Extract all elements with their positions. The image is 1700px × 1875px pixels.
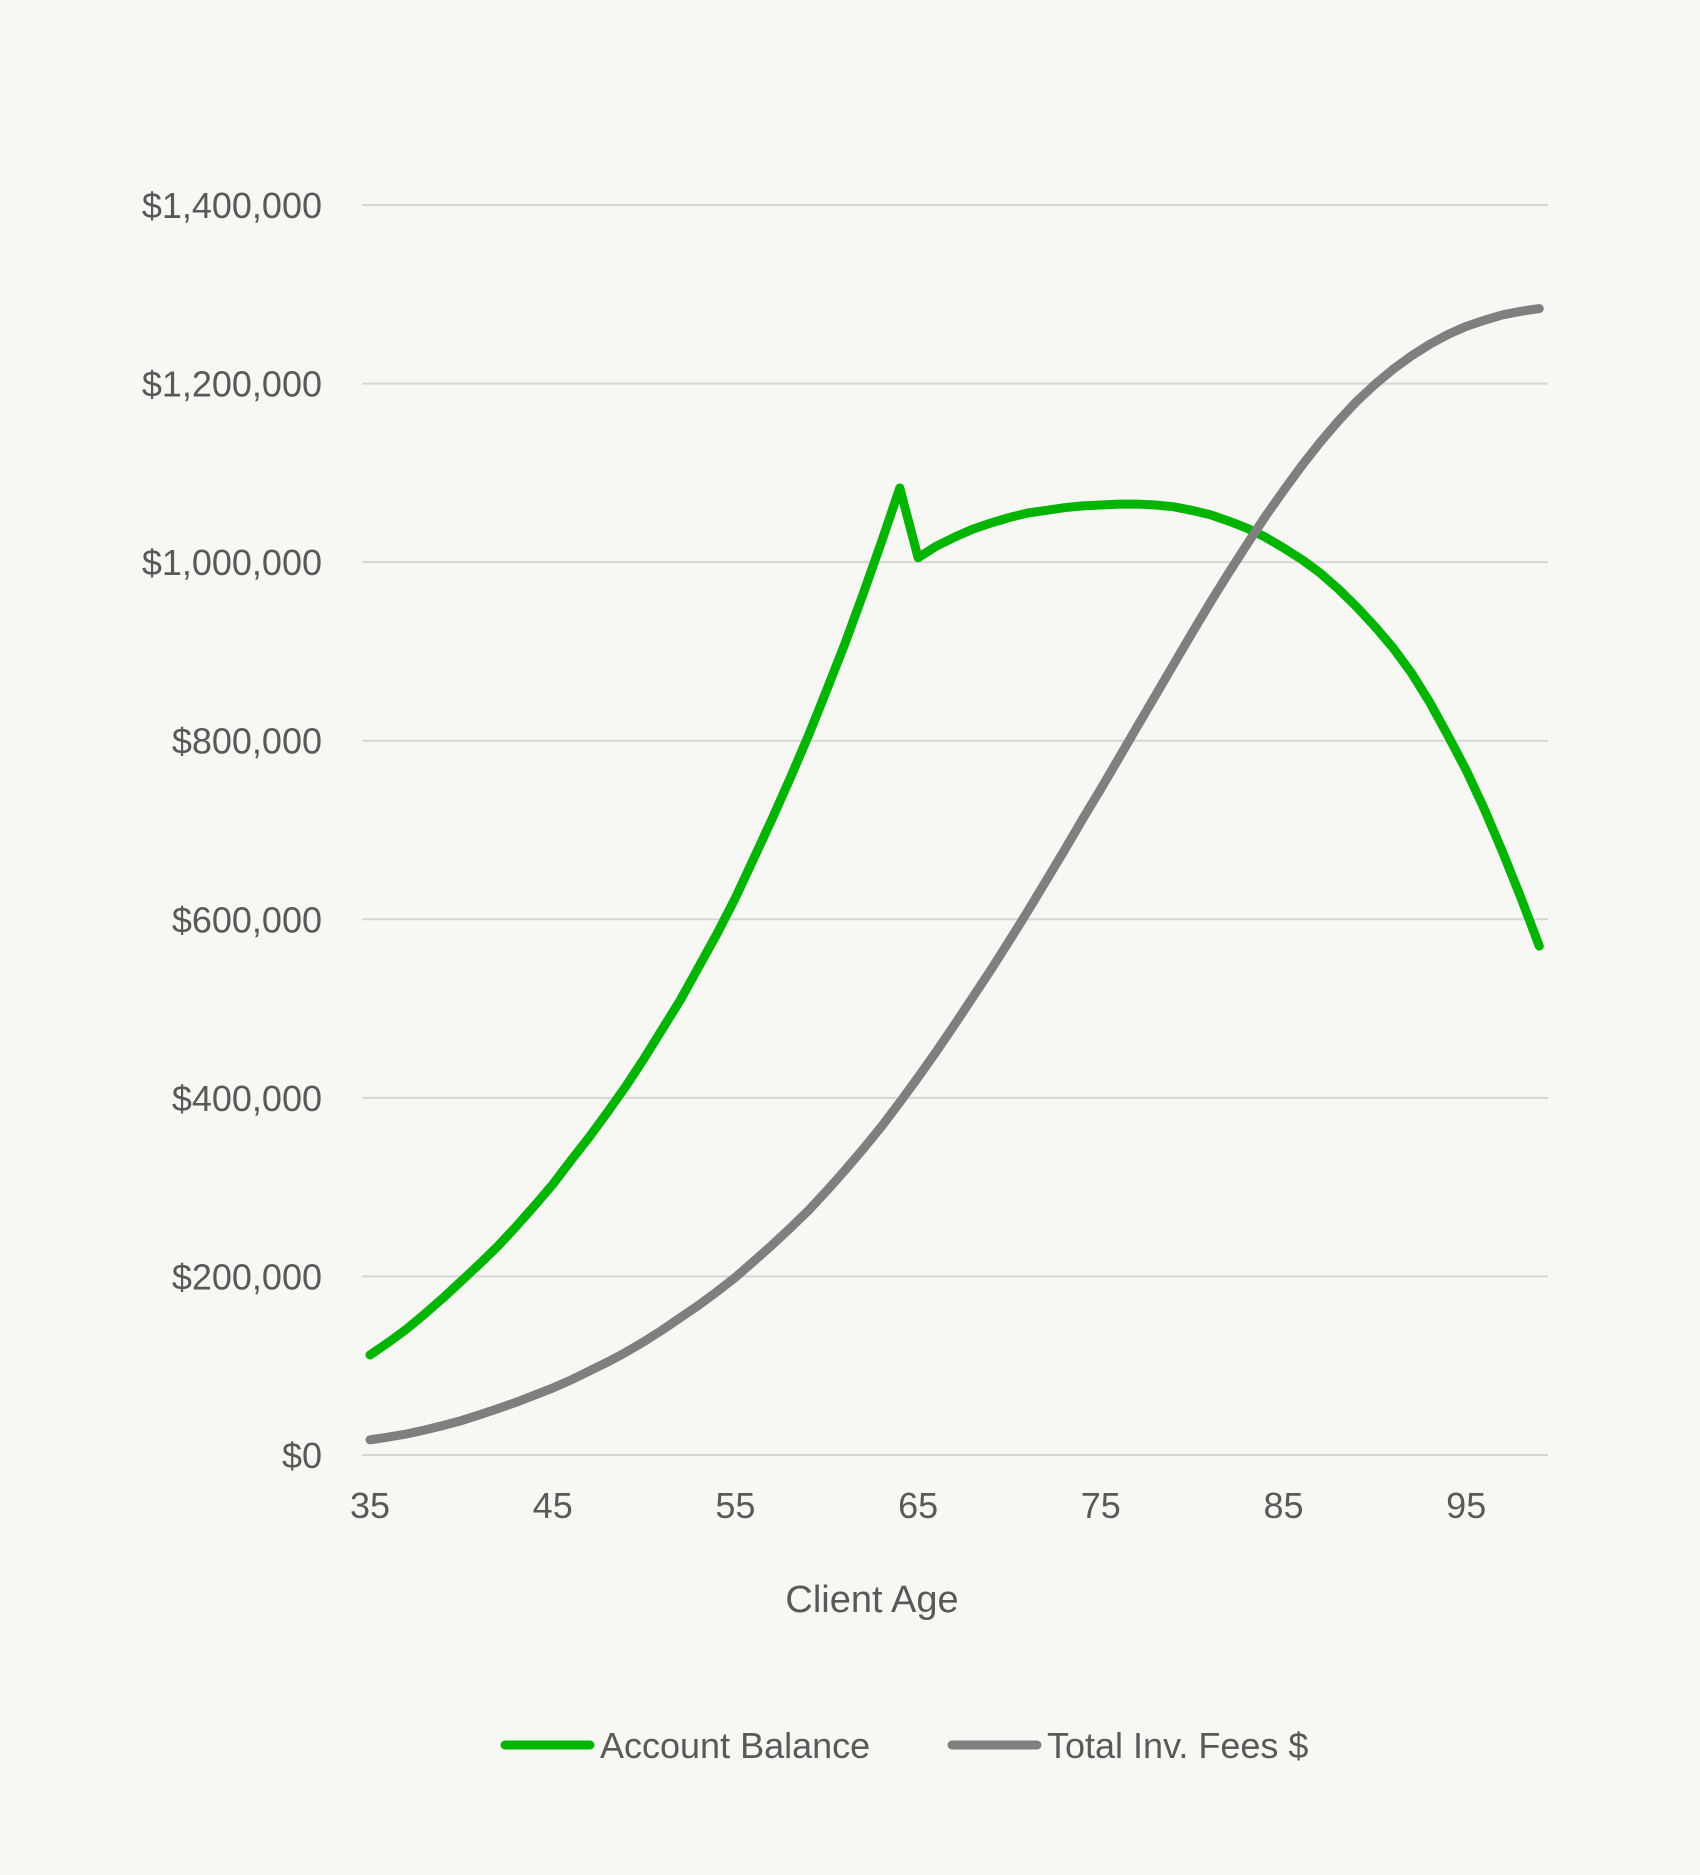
series-lines [365,304,1544,1445]
legend-label: Total Inv. Fees $ [1047,1725,1308,1766]
series-line-account-balance [365,483,1544,1360]
x-axis: 35 45 55 65 75 85 95 [350,1485,1486,1526]
y-tick-label: $800,000 [172,721,322,762]
x-tick-label: 75 [1081,1485,1121,1526]
y-tick-label: $0 [282,1435,322,1476]
x-tick-label: 65 [898,1485,938,1526]
y-tick-label: $400,000 [172,1078,322,1119]
x-tick-label: 95 [1446,1485,1486,1526]
x-tick-label: 55 [715,1485,755,1526]
y-tick-label: $600,000 [172,899,322,940]
y-tick-label: $1,200,000 [142,364,322,405]
legend: Account Balance Total Inv. Fees $ [500,1725,1308,1766]
x-axis-title: Client Age [785,1579,958,1621]
legend-label: Account Balance [600,1725,870,1766]
y-tick-label: $1,400,000 [142,185,322,226]
series-line-total-inv-fees [365,304,1544,1445]
x-tick-label: 85 [1263,1485,1303,1526]
y-tick-label: $1,000,000 [142,542,322,583]
y-axis: $0 $200,000 $400,000 $600,000 $800,000 $1,000… [142,185,322,1476]
gridlines [362,204,1548,1456]
x-tick-label: 45 [533,1485,573,1526]
x-tick-label: 35 [350,1485,390,1526]
y-tick-label: $200,000 [172,1256,322,1297]
